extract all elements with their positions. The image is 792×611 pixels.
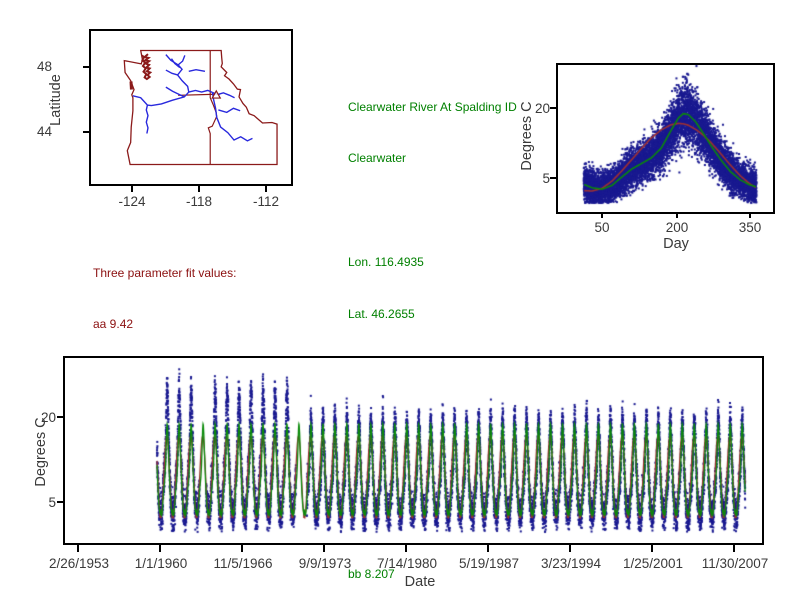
willamette-river xyxy=(146,105,148,133)
day-ytick-5 xyxy=(550,177,556,179)
spokane-river xyxy=(189,70,205,72)
day-xtick-label-350: 350 xyxy=(738,220,762,235)
ts-xtick-1973 xyxy=(323,545,325,552)
timeseries-plot-panel xyxy=(63,356,764,545)
ts-xtick-label-7: 1/25/2001 xyxy=(622,556,684,571)
ts-xtick-1980 xyxy=(405,545,407,552)
wenatchee-river xyxy=(166,70,178,75)
seasonal-plot-panel xyxy=(556,63,775,214)
yakima-river xyxy=(166,87,184,97)
ts-xtick-label-3: 9/9/1973 xyxy=(298,556,352,571)
ts-xtick-label-6: 3/23/1994 xyxy=(540,556,602,571)
ts-xtick-label-0: 2/26/1953 xyxy=(48,556,110,571)
ts-ytick-20 xyxy=(57,416,63,418)
map-ytick-44 xyxy=(83,131,89,133)
map-ytick-label-48: 48 xyxy=(36,59,52,74)
map-ytick-48 xyxy=(83,66,89,68)
map-xtick-124 xyxy=(131,186,133,192)
ts-xtick-label-5: 5/19/1987 xyxy=(458,556,520,571)
salmon-river xyxy=(218,108,240,112)
day-plot-xlabel: Day xyxy=(663,236,689,252)
ts-xtick-label-2: 11/5/1966 xyxy=(213,556,273,571)
map-xtick-112 xyxy=(265,186,267,192)
day-ytick-20 xyxy=(550,107,556,109)
day-ytick-label-5: 5 xyxy=(542,171,550,186)
ts-xtick-1953 xyxy=(77,545,79,552)
river-network xyxy=(133,55,253,141)
ts-xtick-1960 xyxy=(159,545,161,552)
ts-xtick-label-8: 11/30/2007 xyxy=(701,556,769,571)
map-panel xyxy=(89,29,293,186)
day-ytick-label-20: 20 xyxy=(534,101,550,116)
station-lon: Lon. 116.4935 xyxy=(348,255,424,270)
ts-ytick-label-20: 20 xyxy=(40,410,56,425)
map-xtick-label-118: -118 xyxy=(185,194,213,209)
three-param-aa: aa 9.42 xyxy=(93,317,134,332)
ts-xtick-2007 xyxy=(733,545,735,552)
map-xtick-label-124: -124 xyxy=(118,194,146,209)
state-outline xyxy=(124,51,277,165)
snake-river-lower xyxy=(189,90,213,92)
puget-sound-shoreline xyxy=(142,54,150,79)
day-xtick-350 xyxy=(749,212,751,218)
ts-ytick-5 xyxy=(57,501,63,503)
map-ytick-label-44: 44 xyxy=(36,124,52,139)
station-lat: Lat. 46.2655 xyxy=(348,307,415,322)
map-xtick-label-112: -112 xyxy=(252,194,280,209)
ts-xtick-1994 xyxy=(569,545,571,552)
station-marker-triangle xyxy=(212,91,220,98)
snake-river-upper xyxy=(213,93,253,141)
ts-xtick-2001 xyxy=(651,545,653,552)
methow-river xyxy=(171,59,179,68)
day-xtick-50 xyxy=(601,212,603,218)
ts-xtick-label-1: 1/1/1960 xyxy=(134,556,188,571)
okanogan-river xyxy=(178,55,185,64)
station-name: Clearwater xyxy=(348,151,407,166)
seasonal-scatter-canvas xyxy=(558,65,773,212)
ts-ytick-label-5: 5 xyxy=(48,495,56,510)
map-xtick-118 xyxy=(198,186,200,192)
day-xtick-200 xyxy=(676,212,678,218)
timeseries-scatter-canvas xyxy=(65,358,762,543)
pnw-state-map xyxy=(91,31,291,184)
ts-xtick-1987 xyxy=(487,545,489,552)
three-param-header: Three parameter fit values: xyxy=(93,265,237,280)
ts-plot-xlabel: Date xyxy=(404,574,436,590)
station-title: Clearwater River At Spalding ID xyxy=(348,99,517,114)
day-xtick-label-200: 200 xyxy=(665,220,689,235)
ts-xtick-label-4: 7/14/1980 xyxy=(376,556,438,571)
ts-xtick-1966 xyxy=(241,545,243,552)
day-xtick-label-50: 50 xyxy=(594,220,610,235)
six-param-bb: bb 8.207 xyxy=(348,566,395,581)
